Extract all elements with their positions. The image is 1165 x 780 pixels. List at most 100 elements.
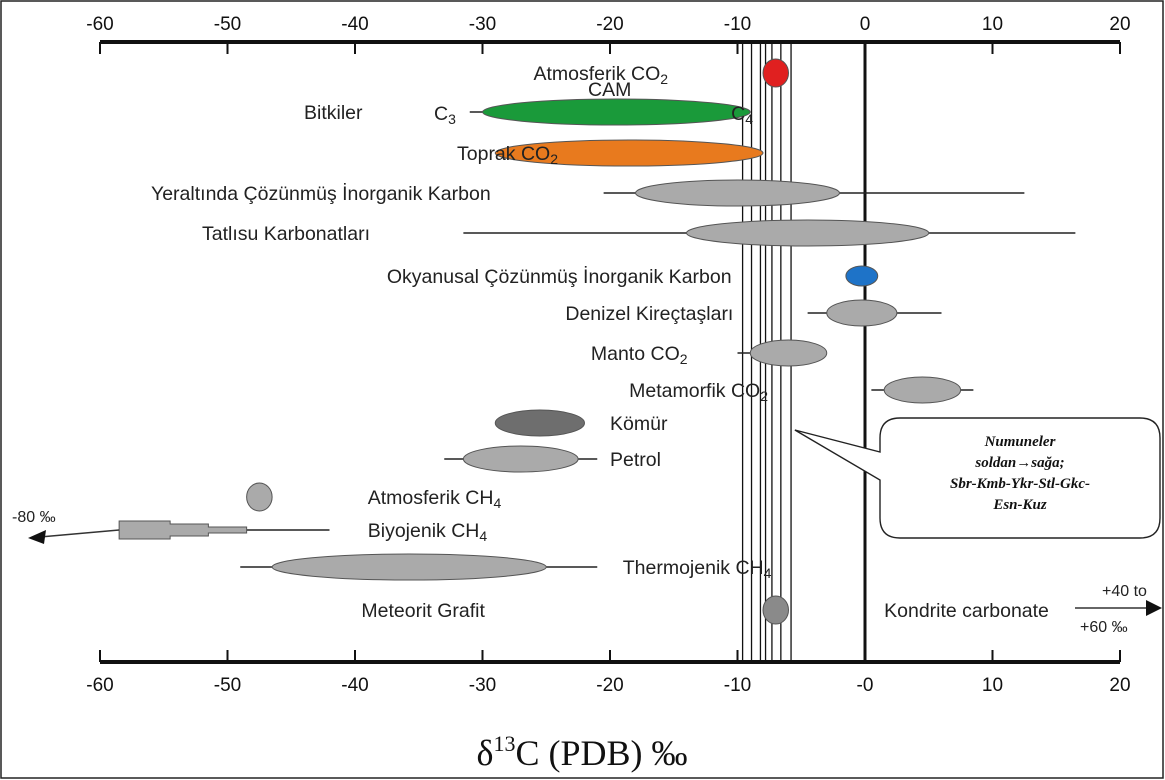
top-tick-label: 0 <box>860 14 871 35</box>
range-row: Biyojenik CH4 <box>118 520 487 544</box>
top-tick-label: -30 <box>469 14 496 35</box>
label-part: 3 <box>448 111 456 127</box>
plant-c4-label: C4 <box>731 103 753 127</box>
range-ellipse <box>462 445 579 473</box>
bottom-tick-label: -10 <box>724 675 751 696</box>
row-label: Denizel Kireçtaşları <box>565 303 733 325</box>
range-ellipse <box>482 98 751 126</box>
range-row: Atmosferik CO2 <box>534 58 789 88</box>
left-arrow-line <box>39 529 120 538</box>
label-part: Toprak CO <box>457 143 550 165</box>
bottom-tick-label: -60 <box>86 675 113 696</box>
range-ellipse <box>635 179 840 207</box>
range-row: Kondrite carbonate <box>884 600 1049 622</box>
callout-box <box>794 417 1161 539</box>
range-row: Manto CO2 <box>591 339 828 367</box>
label-part: 4 <box>745 111 753 127</box>
bottom-tick-label: -30 <box>469 675 496 696</box>
row-label: Manto CO2 <box>591 343 688 367</box>
range-ellipse <box>686 219 930 247</box>
range-ellipse <box>494 139 764 167</box>
label-part: Atmosferik CH <box>368 487 494 509</box>
top-tick-label: -20 <box>596 14 623 35</box>
bottom-tick-label: 10 <box>982 675 1003 696</box>
row-label: Toprak CO2 <box>457 143 558 167</box>
top-tick-label: -10 <box>724 14 751 35</box>
label-part: 4 <box>493 495 501 511</box>
label-part: Meteorit Grafit <box>361 600 485 622</box>
callout-line: Sbr-Kmb-Ykr-Stl-Gkc- <box>950 476 1090 492</box>
row-label: Tatlısu Karbonatları <box>202 223 370 245</box>
row-label: Thermojenik CH4 <box>623 557 772 581</box>
label-part: 4 <box>764 565 772 581</box>
callout-line: Numuneler <box>984 434 1056 450</box>
range-ellipse <box>246 482 273 512</box>
right-arrow-head <box>1146 600 1162 616</box>
axes: -60 -60 -50 -50 -40 -40 -30 -30 -20 -20 -10 -10 0 -0 1… <box>86 14 1130 696</box>
range-row: Meteorit Grafit <box>361 595 789 625</box>
range-row: Okyanusal Çözünmüş İnorganik Karbon <box>387 265 879 288</box>
range-row: Toprak CO2 <box>457 139 764 167</box>
range-row: Thermojenik CH4 <box>240 553 772 581</box>
range-ellipse <box>494 409 585 437</box>
range-ellipse <box>762 595 789 625</box>
label-part: Denizel Kireçtaşları <box>565 303 733 325</box>
bottom-tick-label: -50 <box>214 675 241 696</box>
label-part: Petrol <box>610 449 661 471</box>
left-arrow-label: -80 ‰ <box>12 509 56 526</box>
callout-line: soldan→sağa; <box>974 455 1064 471</box>
label-part: Metamorfik CO <box>629 380 760 402</box>
label-part: 2 <box>760 388 768 404</box>
label-part: Thermojenik CH <box>623 557 764 579</box>
label-part: 2 <box>680 351 688 367</box>
label-part: Okyanusal Çözünmüş İnorganik Karbon <box>387 265 732 288</box>
row-label: Petrol <box>610 449 661 471</box>
range-ellipse <box>762 58 789 88</box>
top-tick-label: -40 <box>341 14 368 35</box>
label-part: 4 <box>479 528 487 544</box>
bottom-tick-label: -40 <box>341 675 368 696</box>
range-row: Tatlısu Karbonatları <box>202 219 1076 247</box>
top-tick-label: 20 <box>1109 14 1130 35</box>
label-part: 2 <box>550 151 558 167</box>
sample-callout: Numuneler soldan→sağa; Sbr-Kmb-Ykr-Stl-Gkc… <box>794 417 1161 539</box>
right-arrow-label: +40 to <box>1102 583 1147 600</box>
bottom-tick-label: 20 <box>1109 675 1130 696</box>
range-ellipse <box>271 553 547 581</box>
label-part: C <box>731 103 745 125</box>
callout-line: Esn-Kuz <box>992 497 1047 513</box>
top-tick-label: 10 <box>982 14 1003 35</box>
label-part: Manto CO <box>591 343 680 365</box>
top-tick-label: -60 <box>86 14 113 35</box>
range-row: Bitkiler <box>304 98 751 126</box>
row-label: Bitkiler <box>304 102 363 124</box>
row-label: Atmosferik CO2 <box>534 63 669 87</box>
xlabel-sup: 13 <box>493 731 515 756</box>
range-ellipse <box>845 265 879 287</box>
label-part: 2 <box>660 71 668 87</box>
bottom-tick-label: -20 <box>596 675 623 696</box>
xlabel-rest: C (PDB) ‰ <box>515 733 687 773</box>
label-part: Atmosferik CO <box>534 63 661 85</box>
row-label: Metamorfik CO2 <box>629 380 768 404</box>
range-ellipse <box>749 339 828 367</box>
range-row: Kömür <box>494 409 668 437</box>
range-ellipse <box>826 299 898 327</box>
label-part: Bitkiler <box>304 102 363 124</box>
top-tick-label: -50 <box>214 14 241 35</box>
label-part: Yeraltında Çözünmüş İnorganik Karbon <box>151 182 491 205</box>
left-arrow-head <box>28 530 46 544</box>
row-label: Kondrite carbonate <box>884 600 1049 622</box>
row-label: Meteorit Grafit <box>361 600 485 622</box>
label-part: Tatlısu Karbonatları <box>202 223 370 245</box>
row-label: Okyanusal Çözünmüş İnorganik Karbon <box>387 265 732 288</box>
range-row: Yeraltında Çözünmüş İnorganik Karbon <box>151 179 1025 207</box>
bottom-tick-label: -0 <box>857 675 874 696</box>
plant-cam-label: CAM <box>588 79 631 101</box>
label-part: Kömür <box>610 413 668 435</box>
range-row: Petrol <box>444 445 661 473</box>
x-axis-label: δ13C (PDB) ‰ <box>477 731 688 773</box>
